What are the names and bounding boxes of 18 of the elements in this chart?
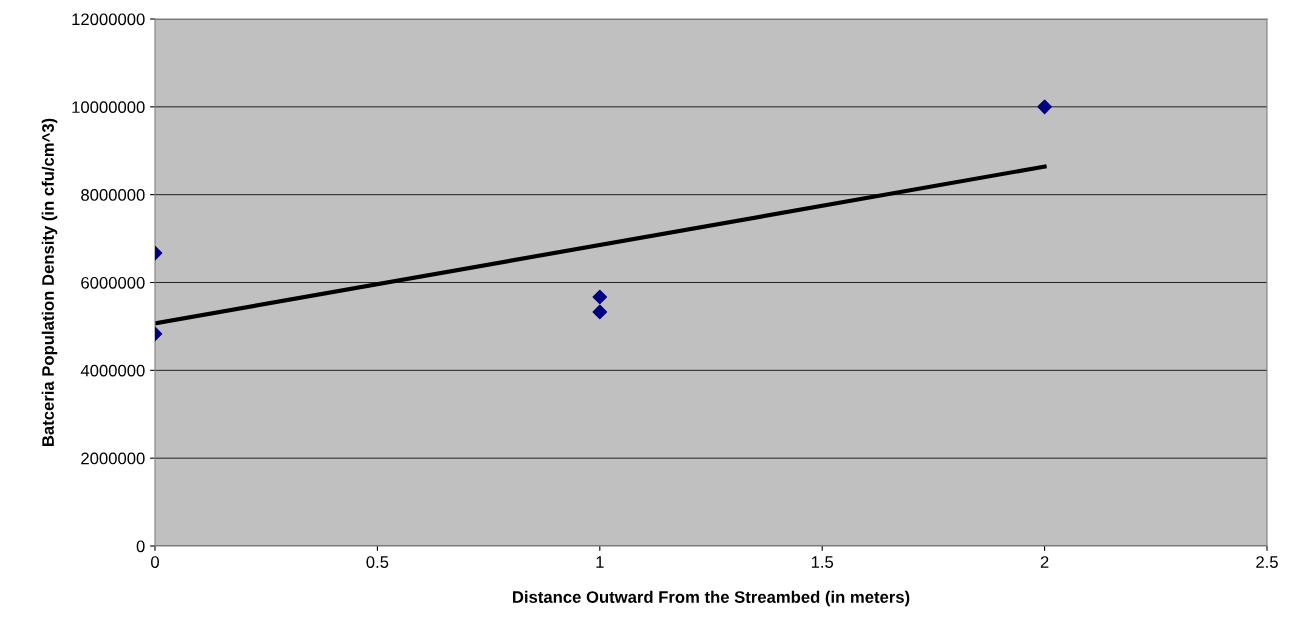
x-tick-label: 0.5 bbox=[366, 556, 389, 568]
y-tick-label: 2000000 bbox=[81, 452, 145, 465]
x-tick-label: 2.5 bbox=[1256, 556, 1278, 568]
point bbox=[1037, 99, 1052, 115]
x-axis-title: Distance Outward From the Streambed (in meters) bbox=[513, 590, 910, 607]
y-tick-label: 6000000 bbox=[81, 276, 145, 289]
x-tick-label: 2 bbox=[1040, 556, 1049, 568]
x-tick-label: 1.5 bbox=[811, 556, 834, 568]
y-tick-label: 12000000 bbox=[72, 13, 145, 26]
point bbox=[592, 304, 608, 320]
y-tick-label: 10000000 bbox=[72, 101, 145, 114]
y-tick-label: 0 bbox=[136, 540, 145, 553]
point bbox=[592, 289, 608, 305]
y-tick-label: 8000000 bbox=[81, 189, 145, 201]
y-axis-title: Batceria Population Density (in cfu/cm^3) bbox=[41, 118, 58, 446]
x-tick-label: 0 bbox=[151, 556, 159, 568]
x-tick-label: 1 bbox=[596, 556, 604, 568]
y-tick-label: 4000000 bbox=[80, 364, 145, 377]
